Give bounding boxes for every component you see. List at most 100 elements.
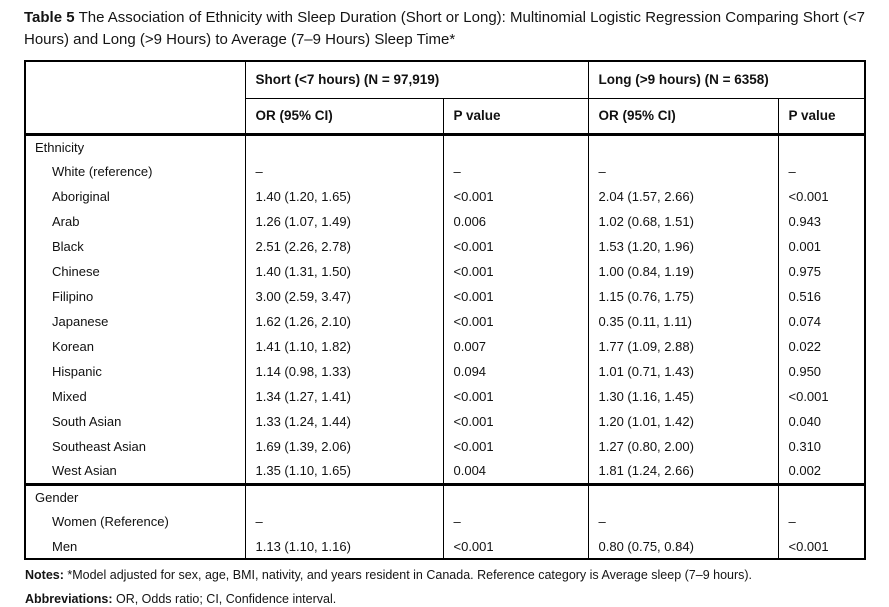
table-row: Filipino 3.00 (2.59, 3.47) <0.001 1.15 (0.7… — [25, 284, 865, 309]
value-cell: 1.35 (1.10, 1.65) — [244, 459, 443, 484]
empty-cell — [587, 482, 778, 509]
value-cell: 0.002 — [777, 459, 865, 484]
value-cell: <0.001 — [777, 534, 865, 559]
value-cell: 1.40 (1.20, 1.65) — [244, 184, 443, 209]
table-row: Hispanic 1.14 (0.98, 1.33) 0.094 1.01 (0.71… — [25, 359, 865, 384]
table-row: Chinese 1.40 (1.31, 1.50) <0.001 1.00 (0.84… — [25, 259, 865, 284]
header-short-or: OR (95% CI) — [244, 98, 443, 136]
row-label: Korean — [52, 339, 94, 354]
value-cell: <0.001 — [442, 409, 588, 434]
value-cell: 1.27 (0.80, 2.00) — [587, 434, 778, 459]
empty-cell — [777, 134, 865, 159]
empty-cell — [777, 482, 865, 509]
value-cell: 1.02 (0.68, 1.51) — [587, 209, 778, 234]
value-cell: <0.001 — [442, 184, 588, 209]
value-cell: – — [777, 159, 865, 184]
row-label: Aboriginal — [52, 189, 110, 204]
results-table: Short (<7 hours) (N = 97,919) Long (>9 h… — [24, 60, 866, 560]
row-label: Arab — [52, 214, 80, 229]
notes-text: *Model adjusted for sex, age, BMI, nativ… — [63, 568, 753, 582]
header-long-pvalue: P value — [777, 98, 865, 136]
table-row: Men 1.13 (1.10, 1.16) <0.001 0.80 (0.75, 0.… — [25, 534, 865, 559]
table-row: Southeast Asian 1.69 (1.39, 2.06) <0.001 1.… — [25, 434, 865, 459]
row-label: Black — [52, 239, 84, 254]
abbreviations-line: Abbreviations: OR, Odds ratio; CI, Confi… — [25, 590, 865, 607]
empty-cell — [244, 134, 443, 159]
value-cell: 0.001 — [777, 234, 865, 259]
notes-line: Notes: *Model adjusted for sex, age, BMI… — [25, 566, 865, 584]
value-cell: 1.15 (0.76, 1.75) — [587, 284, 778, 309]
row-label: Men — [52, 538, 78, 554]
value-cell: 0.943 — [777, 209, 865, 234]
value-cell: <0.001 — [777, 184, 865, 209]
value-cell: – — [442, 159, 588, 184]
value-cell: 1.14 (0.98, 1.33) — [244, 359, 443, 384]
value-cell: 1.81 (1.24, 2.66) — [587, 459, 778, 484]
value-cell: – — [442, 509, 588, 534]
table-row: Japanese 1.62 (1.26, 2.10) <0.001 0.35 (0.1… — [25, 309, 865, 334]
stub-header-cell — [25, 61, 245, 136]
table-row: Arab 1.26 (1.07, 1.49) 0.006 1.02 (0.68, 1.… — [25, 209, 865, 234]
table-row: Mixed 1.34 (1.27, 1.41) <0.001 1.30 (1.16, … — [25, 384, 865, 409]
table-title: Table 5 The Association of Ethnicity wit… — [24, 7, 865, 51]
table-row: White (reference) – – – – — [25, 159, 865, 184]
value-cell: 0.516 — [777, 284, 865, 309]
value-cell: <0.001 — [777, 384, 865, 409]
section-header-row: Ethnicity — [25, 134, 865, 159]
value-cell: – — [587, 159, 778, 184]
empty-cell — [587, 134, 778, 159]
table-title-text: The Association of Ethnicity with Sleep … — [24, 9, 866, 48]
row-label: Women (Reference) — [52, 514, 169, 529]
col-group-short: Short (<7 hours) (N = 97,919) — [244, 61, 588, 99]
value-cell: 1.62 (1.26, 2.10) — [244, 309, 443, 334]
value-cell: <0.001 — [442, 259, 588, 284]
notes-label: Notes: — [25, 568, 64, 582]
value-cell: <0.001 — [442, 434, 588, 459]
table-row: South Asian 1.33 (1.24, 1.44) <0.001 1.20 (… — [25, 409, 865, 434]
value-cell: 1.40 (1.31, 1.50) — [244, 259, 443, 284]
header-long-or: OR (95% CI) — [587, 98, 778, 136]
value-cell: 0.006 — [442, 209, 588, 234]
value-cell: 0.950 — [777, 359, 865, 384]
value-cell: – — [777, 509, 865, 534]
table-row: Black 2.51 (2.26, 2.78) <0.001 1.53 (1.20, … — [25, 234, 865, 259]
value-cell: 1.13 (1.10, 1.16) — [244, 534, 443, 559]
row-label: Filipino — [52, 289, 94, 304]
value-cell: – — [244, 159, 443, 184]
header-short-pvalue: P value — [442, 98, 588, 136]
table-body: Ethnicity White (reference) – – – – Aboriginal… — [25, 134, 865, 559]
row-label: West Asian — [52, 463, 117, 479]
value-cell: 0.80 (0.75, 0.84) — [587, 534, 778, 559]
value-cell: 2.51 (2.26, 2.78) — [244, 234, 443, 259]
table-row: Korean 1.41 (1.10, 1.82) 0.007 1.77 (1.09, … — [25, 334, 865, 359]
abbreviations-text: OR, Odds ratio; CI, Confidence interval. — [112, 592, 337, 606]
section-header-row: Gender — [25, 482, 865, 509]
empty-cell — [442, 482, 588, 509]
row-label: Hispanic — [52, 364, 102, 379]
value-cell: 1.53 (1.20, 1.96) — [587, 234, 778, 259]
value-cell: <0.001 — [442, 309, 588, 334]
row-label: South Asian — [52, 414, 122, 429]
value-cell: 1.69 (1.39, 2.06) — [244, 434, 443, 459]
value-cell: 1.26 (1.07, 1.49) — [244, 209, 443, 234]
value-cell: 2.04 (1.57, 2.66) — [587, 184, 778, 209]
value-cell: 1.77 (1.09, 2.88) — [587, 334, 778, 359]
value-cell: <0.001 — [442, 534, 588, 559]
section-header-label: Gender — [25, 482, 245, 509]
value-cell: 0.35 (0.11, 1.11) — [587, 309, 778, 334]
table-header: Short (<7 hours) (N = 97,919) Long (>9 h… — [25, 61, 865, 136]
section-header-label: Ethnicity — [35, 139, 85, 155]
abbreviations-label: Abbreviations: — [25, 592, 113, 606]
value-cell: 0.975 — [777, 259, 865, 284]
value-cell: – — [244, 509, 443, 534]
row-label: White (reference) — [52, 164, 153, 179]
column-group-row: Short (<7 hours) (N = 97,919) Long (>9 h… — [25, 61, 865, 136]
table-row: Women (Reference) – – – – — [25, 509, 865, 534]
value-cell: 1.20 (1.01, 1.42) — [587, 409, 778, 434]
col-group-long: Long (>9 hours) (N = 6358) — [587, 61, 865, 99]
row-label: Japanese — [52, 314, 109, 329]
row-label: Southeast Asian — [52, 439, 146, 454]
value-cell: 0.007 — [442, 334, 588, 359]
value-cell: 0.040 — [777, 409, 865, 434]
